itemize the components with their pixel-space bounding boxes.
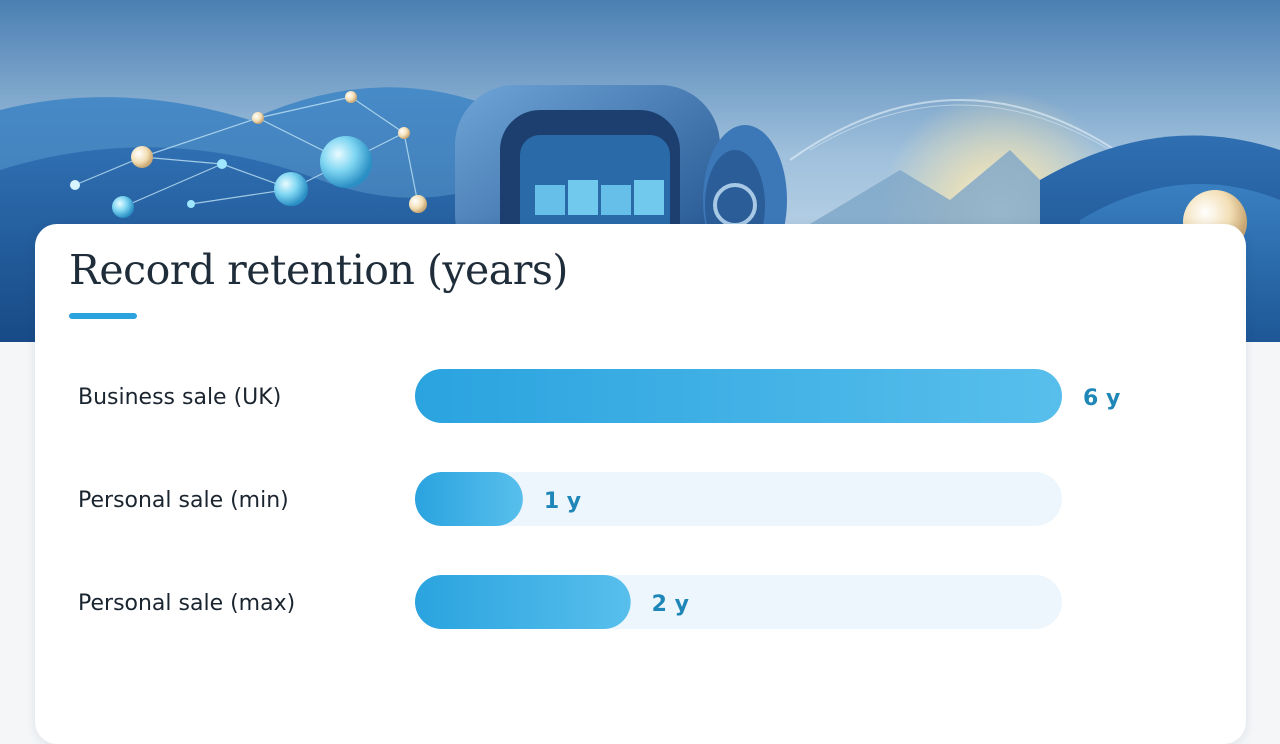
category-label: Personal sale (min) <box>78 488 289 513</box>
category-label: Business sale (UK) <box>78 385 281 410</box>
retention-card: Record retention (years) Business sale (… <box>35 224 1246 744</box>
retention-bar-chart: Business sale (UK) 6 y Personal sale (min)… <box>78 369 1120 629</box>
bar <box>415 369 1062 423</box>
chart-title: Record retention (years) <box>69 246 568 294</box>
bar <box>415 575 631 629</box>
title-accent-bar <box>69 313 137 319</box>
bar-track <box>415 472 1062 526</box>
value-label: 6 y <box>1083 386 1120 411</box>
category-label: Personal sale (max) <box>78 591 295 616</box>
value-label: 2 y <box>652 592 689 617</box>
value-label: 1 y <box>544 489 581 514</box>
bar <box>415 472 523 526</box>
